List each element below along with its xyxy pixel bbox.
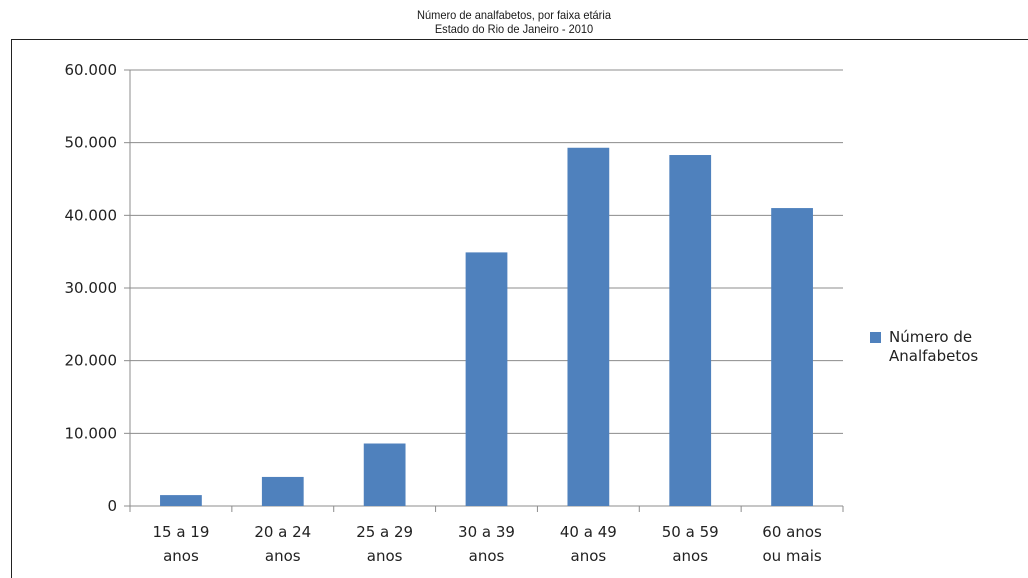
x-tick-label: 50 a 59 [662,523,719,541]
bar [771,208,813,507]
legend-label: Número de Analfabetos [889,328,978,366]
x-tick-label: anos [672,547,708,565]
bar [567,147,610,506]
y-tick-label: 40.000 [65,206,118,224]
y-tick-label: 60.000 [65,61,118,79]
x-tick-label: 15 a 19 [152,523,209,541]
x-tick-label: 30 a 39 [458,523,515,541]
y-tick-label: 20.000 [65,352,118,370]
bar [363,443,406,506]
y-tick-label: 0 [107,497,117,515]
bar [160,495,202,506]
x-tick-label: anos [367,547,403,565]
x-tick-label: anos [163,547,199,565]
x-tick-label: 60 anos [762,523,822,541]
legend-label-line-2: Analfabetos [889,347,979,365]
y-tick-label: 50.000 [65,134,118,152]
bar [465,252,508,506]
legend: Número de Analfabetos [870,328,978,366]
legend-swatch [870,332,881,343]
x-tick-label: anos [265,547,301,565]
bar [669,155,712,506]
x-tick-label: 25 a 29 [356,523,413,541]
y-tick-label: 30.000 [65,279,118,297]
chart-frame [11,39,1028,578]
x-tick-label: anos [571,547,607,565]
bar [261,476,304,506]
x-tick-label: 20 a 24 [254,523,311,541]
y-tick-label: 10.000 [65,424,118,442]
x-tick-label: 40 a 49 [560,523,617,541]
x-tick-label: anos [469,547,505,565]
x-tick-label: ou mais [762,547,821,565]
legend-label-line-1: Número de [889,328,973,346]
chart-title: Número de analfabetos, por faixa etária [417,8,611,22]
chart-subtitle: Estado do Rio de Janeiro - 2010 [434,22,594,36]
